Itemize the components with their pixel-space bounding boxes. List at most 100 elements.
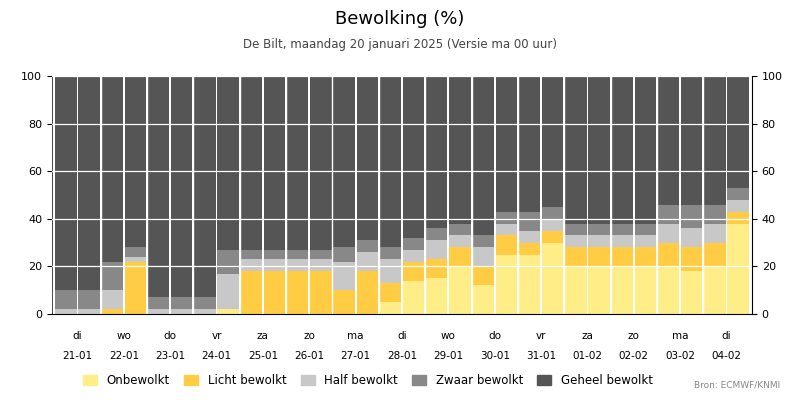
Bar (218, 309, 239, 314)
Bar (380, 76, 401, 247)
Bar (334, 290, 354, 314)
Bar (334, 262, 354, 290)
Bar (450, 224, 470, 236)
Bar (194, 309, 216, 314)
Text: do: do (164, 331, 177, 341)
Bar (194, 297, 216, 309)
Text: De Bilt, maandag 20 januari 2025 (Versie ma 00 uur): De Bilt, maandag 20 januari 2025 (Versie… (243, 38, 557, 51)
Text: di: di (73, 331, 82, 341)
Bar (102, 309, 123, 314)
Bar (310, 76, 331, 250)
Bar (704, 224, 726, 242)
Bar (264, 250, 285, 259)
Bar (588, 247, 610, 266)
Bar (727, 188, 749, 200)
Bar (727, 76, 749, 188)
Bar (264, 76, 285, 250)
Text: vr: vr (211, 331, 222, 341)
Bar (287, 259, 308, 271)
Bar (473, 76, 494, 236)
Text: ma: ma (672, 331, 688, 341)
Bar (55, 76, 77, 290)
Text: wo: wo (117, 331, 131, 341)
Text: di: di (397, 331, 407, 341)
Bar (565, 76, 586, 224)
Bar (611, 236, 633, 247)
Bar (496, 212, 517, 224)
Bar (473, 236, 494, 247)
Text: za: za (257, 331, 269, 341)
Bar (496, 224, 517, 236)
Text: zo: zo (303, 331, 315, 341)
Bar (542, 242, 563, 314)
Bar (681, 247, 702, 271)
Bar (565, 236, 586, 247)
Bar (634, 247, 656, 266)
Bar (241, 76, 262, 250)
Text: 27-01: 27-01 (341, 351, 370, 361)
Bar (78, 309, 100, 314)
Bar (565, 247, 586, 266)
Text: 04-02: 04-02 (711, 351, 742, 361)
Bar (588, 236, 610, 247)
Bar (450, 236, 470, 247)
Bar (125, 257, 146, 262)
Bar (380, 259, 401, 283)
Text: di: di (722, 331, 731, 341)
Bar (634, 76, 656, 224)
Bar (102, 262, 123, 290)
Bar (611, 247, 633, 266)
Text: 23-01: 23-01 (155, 351, 186, 361)
Bar (634, 224, 656, 236)
Legend: Onbewolkt, Licht bewolkt, Half bewolkt, Zwaar bewolkt, Geheel bewolkt: Onbewolkt, Licht bewolkt, Half bewolkt, … (78, 370, 658, 392)
Bar (704, 204, 726, 224)
Bar (125, 247, 146, 257)
Text: 30-01: 30-01 (480, 351, 510, 361)
Bar (55, 309, 77, 314)
Bar (241, 250, 262, 259)
Text: 01-02: 01-02 (573, 351, 602, 361)
Bar (403, 76, 424, 238)
Bar (241, 259, 262, 271)
Bar (171, 76, 193, 297)
Bar (426, 240, 447, 259)
Text: vr: vr (536, 331, 546, 341)
Text: 26-01: 26-01 (294, 351, 324, 361)
Bar (542, 231, 563, 242)
Bar (171, 309, 193, 314)
Bar (264, 271, 285, 314)
Bar (704, 266, 726, 314)
Bar (357, 252, 378, 271)
Text: 02-02: 02-02 (618, 351, 649, 361)
Bar (519, 242, 540, 254)
Bar (611, 76, 633, 224)
Bar (473, 247, 494, 266)
Bar (727, 212, 749, 224)
Text: wo: wo (441, 331, 456, 341)
Bar (565, 266, 586, 314)
Bar (588, 224, 610, 236)
Bar (519, 254, 540, 314)
Bar (542, 207, 563, 219)
Bar (310, 271, 331, 314)
Bar (125, 262, 146, 314)
Text: 28-01: 28-01 (387, 351, 417, 361)
Bar (611, 224, 633, 236)
Bar (681, 204, 702, 228)
Bar (704, 242, 726, 266)
Bar (658, 224, 679, 242)
Text: ma: ma (347, 331, 364, 341)
Bar (658, 204, 679, 224)
Bar (310, 250, 331, 259)
Bar (658, 76, 679, 204)
Bar (519, 212, 540, 231)
Bar (78, 76, 100, 290)
Bar (450, 247, 470, 266)
Text: 25-01: 25-01 (248, 351, 278, 361)
Bar (426, 228, 447, 240)
Bar (426, 76, 447, 228)
Bar (102, 290, 123, 309)
Bar (380, 283, 401, 302)
Bar (218, 274, 239, 309)
Bar (658, 242, 679, 266)
